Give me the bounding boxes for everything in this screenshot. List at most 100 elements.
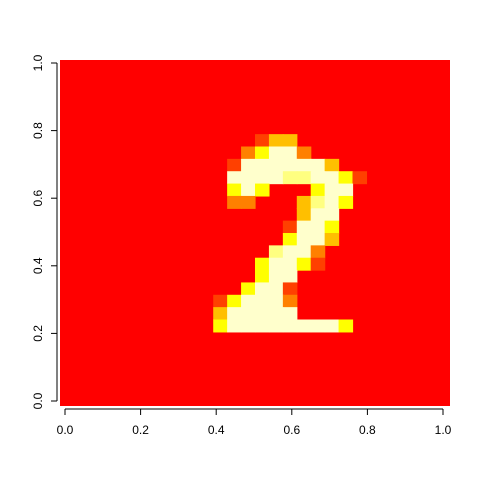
heatmap-cell xyxy=(241,294,256,308)
y-tick-label: 1.0 xyxy=(31,54,45,71)
heatmap-cell xyxy=(227,319,242,333)
x-tick-label: 0.8 xyxy=(359,423,376,437)
heatmap-cell xyxy=(241,282,256,296)
heatmap-cell xyxy=(282,307,298,321)
heatmap-cell xyxy=(296,195,312,209)
x-tick-label: 0.6 xyxy=(283,423,300,437)
heatmap-cell xyxy=(296,208,312,222)
x-axis: 0.0 0.2 0.4 0.6 0.8 1.0 xyxy=(57,408,452,437)
heatmap-cell xyxy=(227,171,242,185)
y-tick-label: 0.0 xyxy=(31,392,45,409)
heatmap-cell xyxy=(255,294,270,308)
heatmap-cell xyxy=(241,183,256,197)
heatmap-cell xyxy=(310,220,326,234)
heatmap-cell xyxy=(241,307,256,321)
plot-background xyxy=(60,60,450,406)
heatmap-cell xyxy=(310,245,326,259)
x-tick-label: 1.0 xyxy=(435,423,452,437)
heatmap-cell xyxy=(227,195,242,209)
heatmap-cell xyxy=(268,319,284,333)
heatmap-cell xyxy=(227,183,242,197)
heatmap-cells xyxy=(213,134,368,333)
heatmap-cell xyxy=(213,307,228,321)
heatmap-cell xyxy=(268,270,284,284)
heatmap-cell xyxy=(255,257,270,271)
heatmap-cell xyxy=(255,134,270,148)
heatmap-cell xyxy=(296,319,312,333)
heatmap-cell xyxy=(282,245,298,259)
heatmap-cell xyxy=(268,158,284,172)
heatmap-cell xyxy=(268,146,284,160)
heatmap-cell xyxy=(282,270,298,284)
heatmap-cell xyxy=(310,319,326,333)
heatmap-cell xyxy=(310,233,326,246)
y-tick-label: 0.6 xyxy=(31,190,45,207)
y-tick-label: 0.8 xyxy=(31,122,45,139)
heatmap-cell xyxy=(255,158,270,172)
heatmap-cell xyxy=(282,233,298,246)
heatmap-cell xyxy=(282,319,298,333)
heatmap-cell xyxy=(213,319,228,333)
heatmap-cell xyxy=(324,233,340,246)
heatmap-cell xyxy=(282,146,298,160)
heatmap-cell xyxy=(255,270,270,284)
heatmap-cell xyxy=(324,220,340,234)
heatmap-cell xyxy=(352,171,368,185)
heatmap-cell xyxy=(338,319,354,333)
heatmap-cell xyxy=(296,233,312,246)
heatmap-cell xyxy=(338,183,354,197)
heatmap-cell xyxy=(268,257,284,271)
heatmap-cell xyxy=(296,146,312,160)
heatmap-cell xyxy=(227,307,242,321)
heatmap-cell xyxy=(338,171,354,185)
heatmap-cell xyxy=(227,158,242,172)
y-axis: 0.0 0.2 0.4 0.6 0.8 1.0 xyxy=(31,54,58,409)
heatmap-cell xyxy=(324,171,340,185)
heatmap-cell xyxy=(282,158,298,172)
heatmap-cell xyxy=(255,282,270,296)
heatmap-cell xyxy=(255,146,270,160)
x-tick-label: 0.2 xyxy=(132,423,149,437)
heatmap-cell xyxy=(282,220,298,234)
heatmap-cell xyxy=(310,183,326,197)
heatmap-cell xyxy=(282,257,298,271)
heatmap-cell xyxy=(296,257,312,271)
heatmap-cell xyxy=(324,195,340,209)
heatmap-cell xyxy=(255,171,270,185)
heatmap-cell xyxy=(324,208,340,222)
heatmap-cell xyxy=(310,158,326,172)
heatmap-cell xyxy=(227,294,242,308)
heatmap-cell xyxy=(324,158,340,172)
heatmap-cell xyxy=(282,294,298,308)
heatmap-cell xyxy=(338,195,354,209)
heatmap-cell xyxy=(241,146,256,160)
heatmap-cell xyxy=(255,307,270,321)
heatmap-cell xyxy=(310,208,326,222)
heatmap-cell xyxy=(268,307,284,321)
heatmap-cell xyxy=(241,319,256,333)
heatmap-cell xyxy=(241,158,256,172)
heatmap-cell xyxy=(310,195,326,209)
heatmap-cell xyxy=(310,171,326,185)
heatmap-cell xyxy=(282,282,298,296)
x-tick-label: 0.4 xyxy=(208,423,225,437)
y-tick-label: 0.2 xyxy=(31,325,45,342)
x-tick-label: 0.0 xyxy=(57,423,74,437)
heatmap-cell xyxy=(268,282,284,296)
heatmap-cell xyxy=(268,294,284,308)
heatmap-cell xyxy=(213,294,228,308)
heatmap-cell xyxy=(255,319,270,333)
heatmap-cell xyxy=(324,319,340,333)
heatmap-cell xyxy=(268,245,284,259)
heatmap-cell xyxy=(310,257,326,271)
heatmap-cell xyxy=(296,158,312,172)
heatmap-cell xyxy=(268,134,284,148)
heatmap-cell xyxy=(296,171,312,185)
heatmap-cell xyxy=(324,183,340,197)
heatmap-cell xyxy=(282,134,298,148)
heatmap-cell xyxy=(268,171,284,185)
heatmap-cell xyxy=(282,171,298,185)
heatmap-cell xyxy=(241,195,256,209)
heatmap-cell xyxy=(255,183,270,197)
